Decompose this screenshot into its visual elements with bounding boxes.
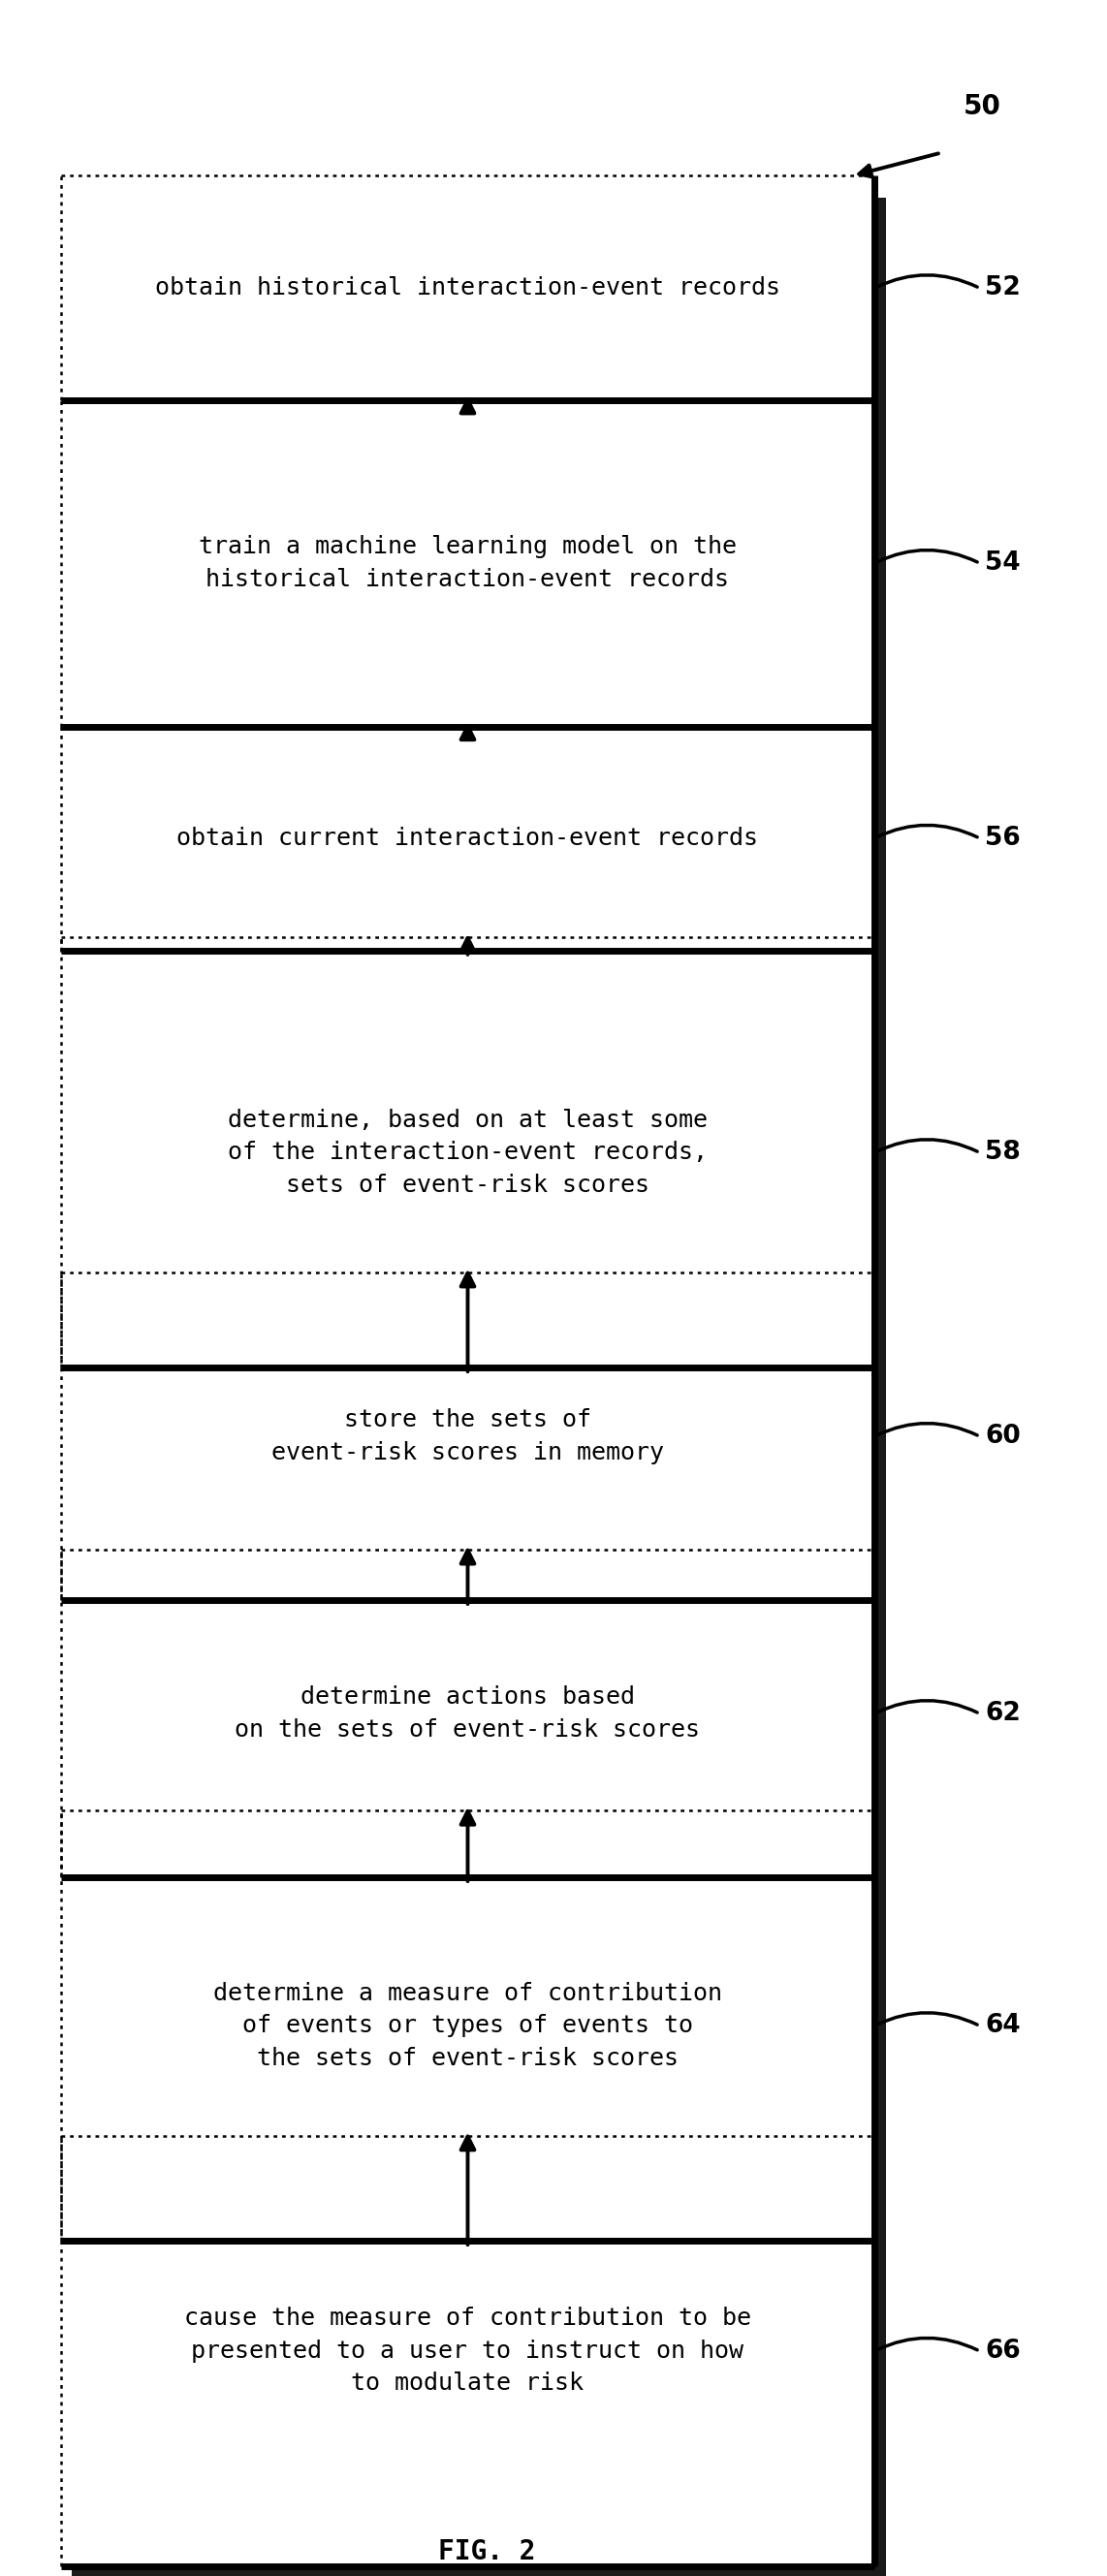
Text: 62: 62 [985,1700,1021,1726]
Text: 66: 66 [985,2339,1021,2365]
Bar [72,747,886,974]
Bar [61,2136,875,2566]
Text: 64: 64 [985,2014,1021,2038]
Bar [72,1571,886,1899]
Text: 52: 52 [985,276,1021,301]
Text: determine actions based
on the sets of event-risk scores: determine actions based on the sets of e… [235,1685,701,1741]
Text: cause the measure of contribution to be
presented to a user to instruct on how
t: cause the measure of contribution to be … [184,2308,752,2396]
Text: 56: 56 [985,827,1021,850]
Text: train a machine learning model on the
historical interaction-event records: train a machine learning model on the hi… [199,536,736,590]
Bar [61,726,875,951]
Text: obtain current interaction-event records: obtain current interaction-event records [177,827,758,850]
Bar [61,938,875,1368]
Bar [61,1811,875,2241]
Bar [72,2159,886,2576]
Bar [72,198,886,422]
Text: 54: 54 [985,551,1021,577]
Bar [72,1832,886,2262]
Bar [72,958,886,1388]
Bar [72,422,886,750]
Bar [61,399,875,726]
Text: FIG. 2: FIG. 2 [438,2537,536,2566]
Text: 60: 60 [985,1425,1021,1450]
Text: determine a measure of contribution
of events or types of events to
the sets of : determine a measure of contribution of e… [214,1981,722,2071]
Bar [61,1273,875,1600]
Text: 58: 58 [985,1141,1021,1164]
Bar [61,175,875,402]
Text: obtain historical interaction-event records: obtain historical interaction-event reco… [155,276,780,299]
Bar [72,1296,886,1623]
Text: 50: 50 [963,93,1001,121]
Text: determine, based on at least some
of the interaction-event records,
sets of even: determine, based on at least some of the… [228,1108,707,1198]
Bar [61,1551,875,1878]
Text: store the sets of
event-risk scores in memory: store the sets of event-risk scores in m… [271,1409,664,1463]
